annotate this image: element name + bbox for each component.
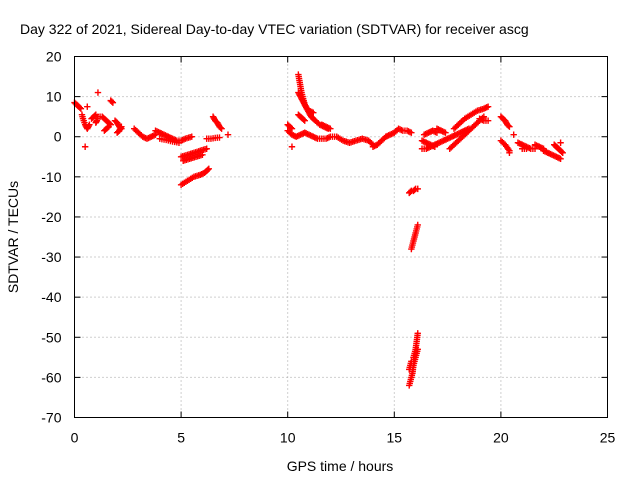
data-point <box>411 186 418 194</box>
data-point <box>199 151 206 158</box>
x-tick-label: 20 <box>493 430 509 446</box>
data-point <box>558 148 565 155</box>
x-tick-label: 5 <box>177 430 185 446</box>
y-tick-label: -50 <box>41 329 61 345</box>
data-point <box>408 129 415 136</box>
data-point <box>106 120 113 127</box>
data-point <box>86 121 93 128</box>
axes: 0 5 10 15 20 25 20 10 0 -10 -20 -30 -40 -50 -60 -70 <box>41 49 615 446</box>
data-point <box>288 143 296 150</box>
data-point <box>414 221 421 229</box>
data-point <box>408 358 415 365</box>
data-point <box>108 98 116 105</box>
data-point <box>431 143 439 150</box>
y-tick-label: -60 <box>41 369 61 385</box>
data-point <box>484 117 492 124</box>
data-point <box>506 123 513 130</box>
data-point <box>76 104 84 111</box>
x-tick-label: 15 <box>387 430 403 446</box>
y-tick-label: 20 <box>46 49 62 65</box>
x-tick-label: 0 <box>71 430 79 446</box>
data-point <box>484 103 492 110</box>
data-point <box>442 129 449 136</box>
data-point <box>85 122 92 130</box>
y-axis-title: SDTVAR / TECUs <box>5 181 21 293</box>
data-point <box>218 125 225 132</box>
x-tick-label: 10 <box>280 430 296 446</box>
grid <box>74 56 608 418</box>
y-tick-label: 10 <box>46 89 62 105</box>
data-point <box>414 346 421 353</box>
data-point <box>81 143 89 150</box>
plot-frame <box>74 56 608 418</box>
data-point <box>557 155 564 162</box>
y-tick-label: -30 <box>41 249 61 265</box>
data-point <box>94 89 102 96</box>
data-point <box>84 103 91 110</box>
data-point <box>310 109 317 116</box>
y-tick-label: -10 <box>41 169 61 185</box>
y-tick-label: -70 <box>41 410 61 426</box>
x-tick-label: 25 <box>600 430 616 446</box>
data-point <box>506 149 513 156</box>
y-tick-label: 0 <box>54 129 62 145</box>
data-point <box>300 116 307 123</box>
data-point <box>510 131 517 138</box>
chart-title: Day 322 of 2021, Sidereal Day-to-day VTE… <box>20 21 529 37</box>
data-point <box>505 122 512 129</box>
data-point <box>287 124 295 131</box>
data-point <box>414 330 421 337</box>
data-point <box>559 149 566 156</box>
data-point <box>557 139 564 146</box>
data-point <box>523 145 530 152</box>
data-point <box>117 124 124 132</box>
data-point <box>77 105 85 112</box>
data-point <box>414 185 421 193</box>
data-point <box>188 133 195 140</box>
data-point <box>288 125 296 132</box>
data-point <box>175 139 183 146</box>
data-point <box>224 131 232 138</box>
data-point <box>453 122 461 130</box>
data-point <box>118 123 125 130</box>
data-point <box>105 123 112 130</box>
data-point <box>216 134 223 141</box>
data-point <box>204 166 211 174</box>
data-point <box>205 165 213 173</box>
data-point <box>217 124 224 131</box>
data-point <box>407 188 414 196</box>
data-point <box>203 145 210 152</box>
x-axis-title: GPS time / hours <box>287 458 394 474</box>
y-tick-label: -20 <box>41 209 61 225</box>
data-point <box>301 117 308 124</box>
data-point <box>109 99 117 106</box>
data-point <box>104 124 111 131</box>
y-tick-label: -40 <box>41 289 61 305</box>
data-point <box>327 125 334 132</box>
data-points <box>71 71 566 389</box>
